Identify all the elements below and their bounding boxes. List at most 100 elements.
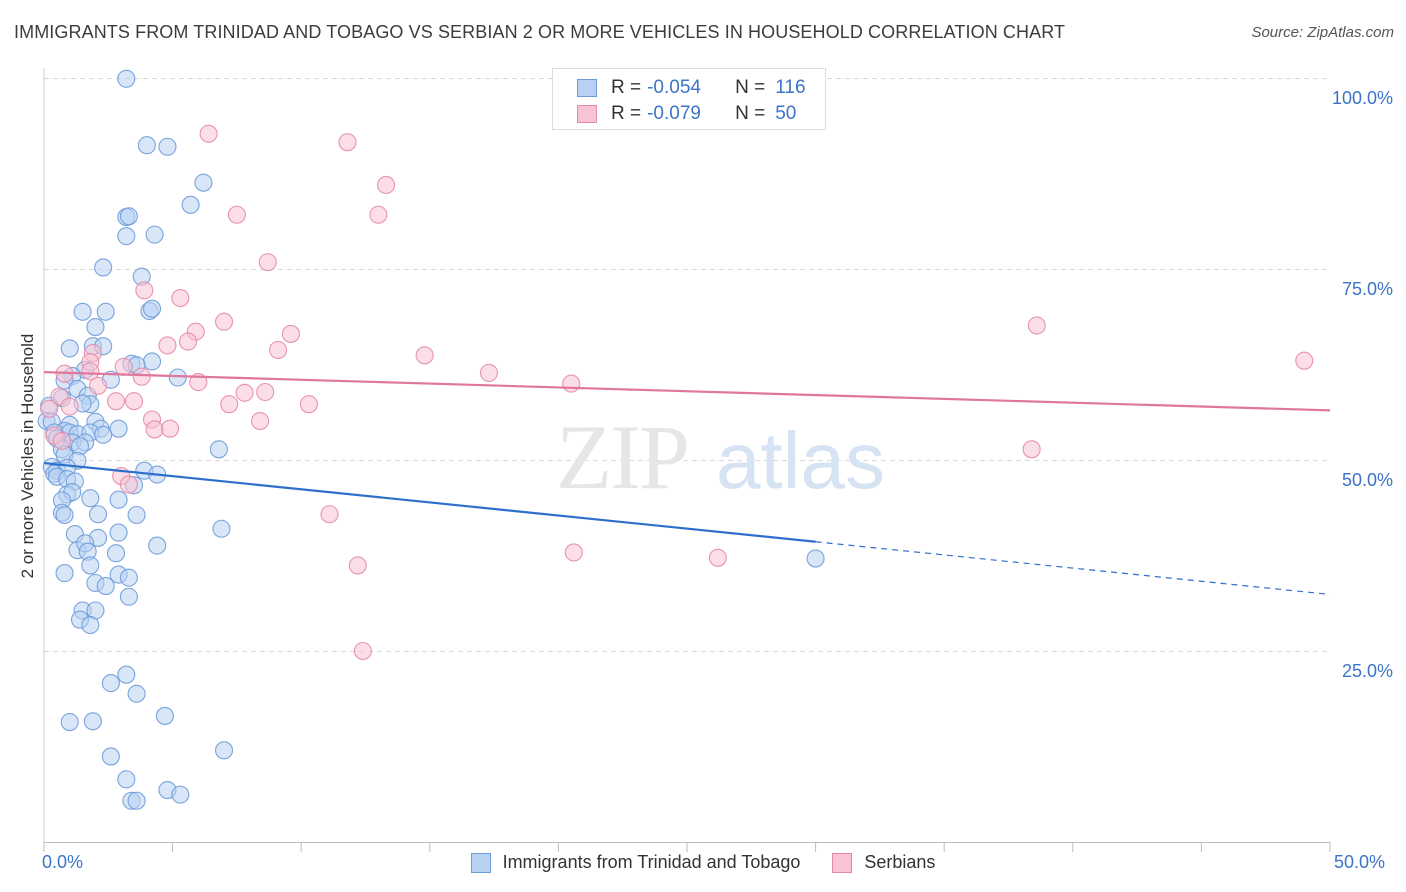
data-point-serbian <box>250 411 270 431</box>
series-swatch-serbians <box>832 852 853 873</box>
data-point-serbian <box>377 175 396 195</box>
data-point-serbian <box>415 346 434 365</box>
legend-n-label: N = <box>735 77 766 98</box>
data-point-serbian <box>171 288 190 308</box>
data-point-trinidad <box>88 505 108 524</box>
series-legend-item-trinidad: Immigrants from Trinidad and Tobago <box>470 852 800 873</box>
data-point-serbian <box>114 357 133 376</box>
data-point-serbian <box>145 420 164 439</box>
data-point-trinidad <box>117 770 136 789</box>
data-point-serbian <box>1295 351 1314 370</box>
data-point-serbian <box>199 124 218 143</box>
data-point-serbian <box>256 382 275 402</box>
data-point-serbian <box>353 641 372 661</box>
data-point-trinidad <box>214 741 234 760</box>
legend-n-value: 50 <box>775 103 797 124</box>
data-point-serbian <box>562 374 581 393</box>
data-point-trinidad <box>109 523 128 542</box>
data-point-trinidad <box>55 564 74 583</box>
data-point-serbian <box>160 419 180 438</box>
y-tick-label: 100.0% <box>1332 88 1393 108</box>
data-point-trinidad <box>155 706 174 725</box>
data-point-serbian <box>281 324 300 343</box>
legend-r-label: R = <box>611 103 642 124</box>
series-legend-item-serbians: Serbians <box>832 852 935 873</box>
correlation-legend: R = -0.054 N = 116 R = -0.079 N = 50 <box>552 68 826 130</box>
data-point-trinidad <box>127 791 146 810</box>
trend-line-trinidad-extension <box>815 541 1331 596</box>
data-point-serbian <box>88 376 108 395</box>
data-point-serbian <box>320 505 339 524</box>
data-point-serbian <box>220 395 239 414</box>
data-point-serbian <box>369 205 388 224</box>
data-point-trinidad <box>117 69 136 88</box>
data-point-trinidad <box>171 785 190 804</box>
data-point-trinidad <box>137 136 156 155</box>
data-point-trinidad <box>94 258 113 277</box>
data-point-trinidad <box>209 440 228 459</box>
legend-row-serbians: R = -0.079 N = 50 <box>577 101 796 127</box>
data-point-trinidad <box>109 490 128 509</box>
data-point-trinidad <box>127 505 146 525</box>
legend-r-label: R = <box>611 77 642 98</box>
data-point-serbian <box>214 312 234 331</box>
data-point-trinidad <box>145 225 164 244</box>
data-point-trinidad <box>212 519 231 538</box>
data-point-serbian <box>135 281 154 300</box>
data-point-serbian <box>1022 440 1041 459</box>
watermark-atlas: atlas <box>716 416 885 505</box>
legend-n-value: 116 <box>775 77 806 98</box>
data-point-trinidad <box>117 227 136 246</box>
data-point-trinidad <box>148 536 167 555</box>
data-point-trinidad <box>109 419 128 438</box>
data-point-trinidad <box>181 195 200 214</box>
x-tick-label-min: 0.0% <box>42 852 84 872</box>
legend-row-trinidad: R = -0.054 N = 116 <box>577 75 806 101</box>
data-point-serbian <box>564 543 583 562</box>
data-point-trinidad <box>73 302 92 321</box>
data-point-trinidad <box>158 137 177 156</box>
data-point-serbian <box>1027 316 1046 335</box>
data-point-trinidad <box>168 368 187 387</box>
data-point-serbian <box>132 367 151 386</box>
data-point-serbian <box>479 363 499 382</box>
data-point-trinidad <box>194 173 213 192</box>
data-point-serbian <box>348 556 367 575</box>
chart-title: IMMIGRANTS FROM TRINIDAD AND TOBAGO VS S… <box>14 22 1066 42</box>
data-point-serbian <box>178 332 198 351</box>
legend-r-value: -0.054 <box>647 77 701 98</box>
data-point-trinidad <box>81 615 100 635</box>
legend-swatch-trinidad <box>577 79 597 97</box>
y-tick-label: 75.0% <box>1342 279 1393 299</box>
data-point-serbian <box>60 397 79 416</box>
data-point-trinidad <box>142 299 162 318</box>
data-point-trinidad <box>96 577 115 596</box>
data-point-trinidad <box>55 505 74 525</box>
data-point-serbian <box>119 475 138 494</box>
data-point-serbian <box>124 392 144 411</box>
source-label: Source: ZipAtlas.com <box>1251 24 1394 41</box>
data-point-trinidad <box>101 747 120 766</box>
data-point-trinidad <box>119 568 138 587</box>
legend-swatch-serbians <box>577 105 597 123</box>
data-point-trinidad <box>101 674 120 693</box>
data-point-trinidad <box>60 339 79 358</box>
data-point-serbian <box>158 336 177 355</box>
data-point-trinidad <box>117 665 136 684</box>
y-tick-label: 50.0% <box>1342 470 1393 490</box>
data-point-serbian <box>81 362 100 381</box>
data-point-trinidad <box>806 549 825 568</box>
watermark-zip: ZIP <box>556 406 688 508</box>
trend-line-trinidad <box>43 461 816 543</box>
trend-line-serbian <box>43 371 1331 412</box>
series-legend: Immigrants from Trinidad and Tobago Serb… <box>0 852 1406 873</box>
series-legend-label: Serbians <box>864 852 936 872</box>
data-point-trinidad <box>86 318 105 337</box>
y-tick-label: 25.0% <box>1342 661 1393 681</box>
legend-n-label: N = <box>735 103 766 124</box>
data-point-trinidad <box>127 684 146 703</box>
x-tick-label-max: 50.0% <box>1334 852 1386 872</box>
data-point-trinidad <box>83 712 102 731</box>
data-point-serbian <box>235 383 254 402</box>
data-point-serbian <box>227 205 246 224</box>
